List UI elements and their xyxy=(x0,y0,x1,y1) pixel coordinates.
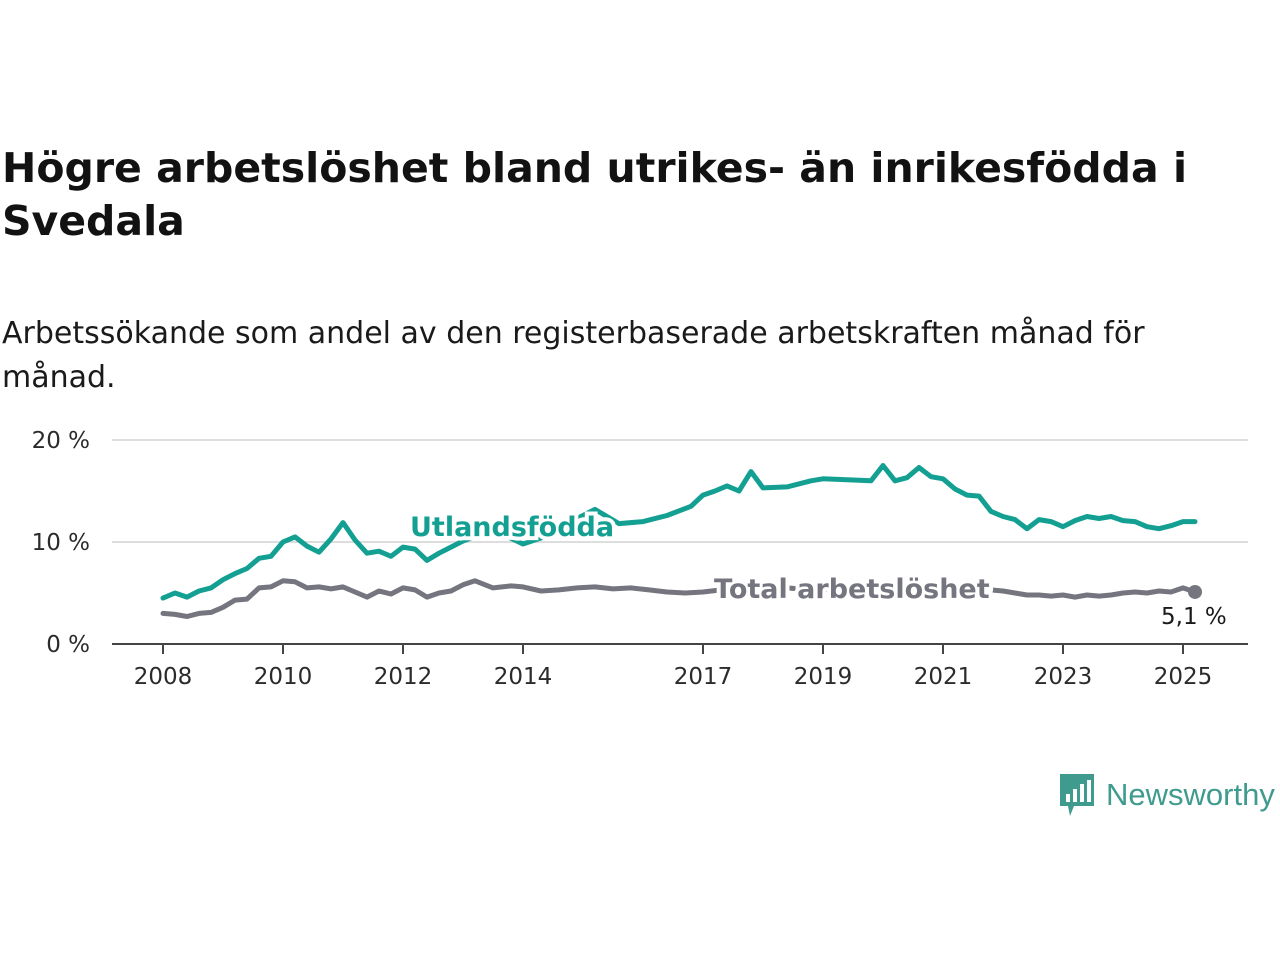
x-axis: 2008 2010 2012 2014 2017 2019 2021 2023 2025 xyxy=(112,643,1248,690)
series-labels: Utlandsfödda Total arbetslöshet 5,1 % xyxy=(406,508,1227,630)
chart-title: Högre arbetslöshet bland utrikes- än inr… xyxy=(2,144,1187,245)
x-tick-label: 2019 xyxy=(794,664,853,690)
y-tick-label: 0 % xyxy=(46,632,90,658)
grid xyxy=(112,439,1248,543)
x-tick-label: 2012 xyxy=(374,664,433,690)
line-chart: 0 % 10 % 20 % 2008 2010 2012 2014 2017 2019 2021… xyxy=(32,428,1248,690)
newsworthy-logo-icon xyxy=(1060,774,1094,816)
brand-name: Newsworthy xyxy=(1106,777,1275,812)
series-label-utlandsfodda: Utlandsfödda xyxy=(410,512,614,543)
x-tick-label: 2014 xyxy=(494,664,553,690)
newsworthy-logo: Newsworthy xyxy=(1058,772,1275,818)
x-tick-label: 2008 xyxy=(134,664,193,690)
x-tick-label: 2021 xyxy=(914,664,973,690)
y-tick-label: 20 % xyxy=(32,428,90,454)
chart-subtitle: Arbetssökande som andel av den registerb… xyxy=(2,316,1145,395)
end-value-label: 5,1 % xyxy=(1161,604,1227,630)
x-tick-label: 2010 xyxy=(254,664,313,690)
utlandsfodda-line xyxy=(160,463,1198,601)
y-tick-label: 10 % xyxy=(32,530,90,556)
y-axis: 0 % 10 % 20 % xyxy=(32,428,90,658)
x-tick-label: 2023 xyxy=(1034,664,1093,690)
x-tick-label: 2017 xyxy=(674,664,733,690)
x-tick-label: 2025 xyxy=(1154,664,1213,690)
series-lines xyxy=(160,463,1198,619)
series-label-total: Total arbetslöshet xyxy=(714,574,990,605)
end-point xyxy=(1188,584,1202,599)
total-arbetsloshet-line xyxy=(160,578,1198,619)
